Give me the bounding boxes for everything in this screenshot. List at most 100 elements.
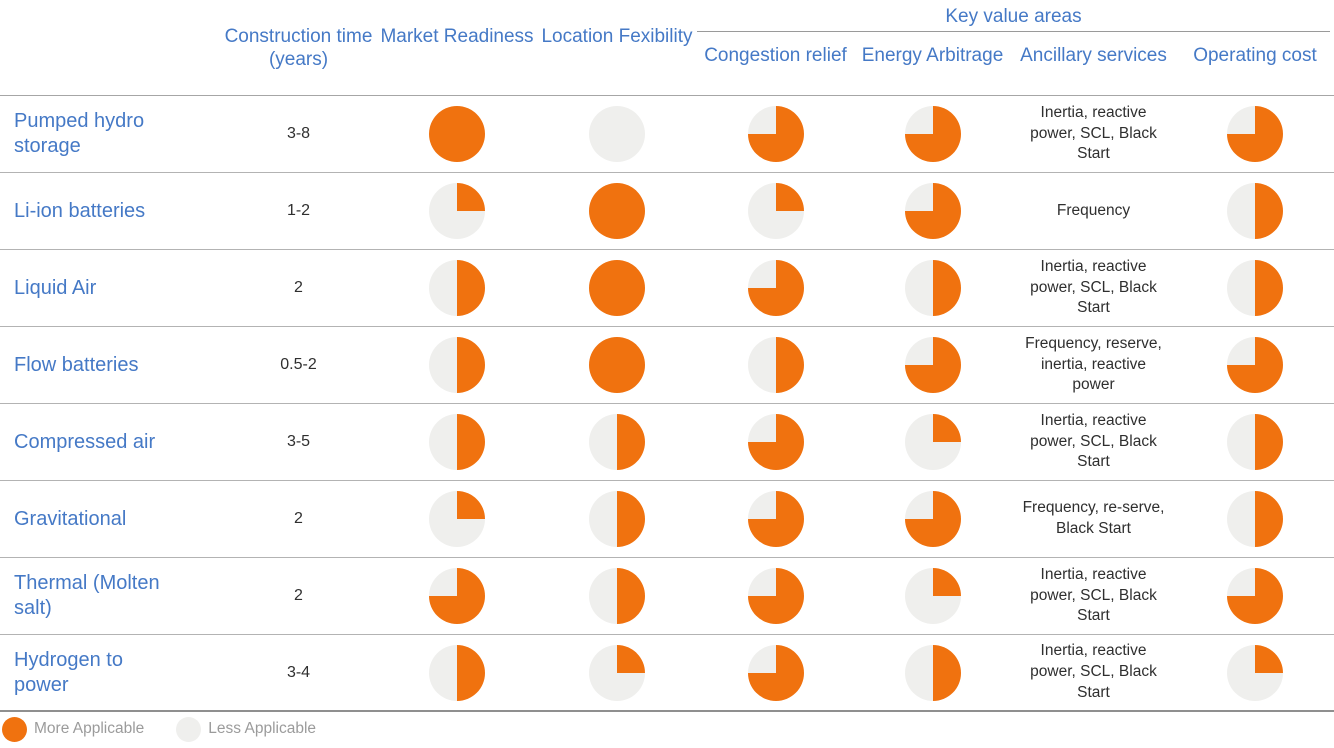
ancillary-services-value: Inertia, reactive power, SCL, Black Star… <box>1030 411 1157 471</box>
congestion-relief-cell <box>697 96 854 172</box>
congestion-relief-pie <box>747 260 804 316</box>
location-flexibility-cell <box>537 96 697 172</box>
energy-arbitrage-cell <box>854 404 1011 480</box>
energy-arbitrage-cell <box>854 327 1011 403</box>
technology-label: Liquid Air <box>14 276 97 299</box>
key-value-areas-label: Key value areas <box>945 6 1082 27</box>
construction-time-value: 2 <box>294 587 303 604</box>
energy-arbitrage-cell <box>854 558 1011 634</box>
energy-arbitrage-cell <box>854 481 1011 557</box>
operating-cost-cell <box>1176 250 1334 326</box>
construction-time-value: 0.5-2 <box>280 356 317 373</box>
market-readiness-cell <box>377 250 537 326</box>
energy-arbitrage-pie <box>904 414 961 470</box>
operating-cost-pie <box>1227 568 1283 624</box>
location-flexibility-pie <box>589 414 645 470</box>
column-header-congestion-relief: Congestion relief <box>704 45 847 66</box>
market-readiness-cell <box>377 558 537 634</box>
energy-arbitrage-pie <box>904 260 961 316</box>
location-flexibility-cell <box>537 327 697 403</box>
construction-time-value: 3-5 <box>286 433 311 450</box>
market-readiness-pie <box>429 183 485 239</box>
operating-cost-pie <box>1227 414 1283 470</box>
market-readiness-cell <box>377 404 537 480</box>
location-flexibility-pie <box>589 183 645 239</box>
more-applicable-icon <box>2 716 27 742</box>
operating-cost-cell <box>1176 558 1334 634</box>
location-flexibility-cell <box>537 481 697 557</box>
legend: More Applicable Less Applicable <box>0 712 1334 746</box>
column-header-construction-time: Construction time (years) <box>224 26 373 71</box>
energy-arbitrage-cell <box>854 96 1011 172</box>
energy-arbitrage-pie <box>904 337 961 393</box>
table-row: Thermal (Molten salt) 2 Inertia, reactiv… <box>0 558 1334 635</box>
congestion-relief-cell <box>697 250 854 326</box>
location-flexibility-pie <box>589 644 645 701</box>
table-header: Key value areas Construction time (years… <box>0 0 1334 96</box>
operating-cost-pie <box>1227 260 1283 316</box>
energy-arbitrage-cell <box>854 635 1011 710</box>
operating-cost-pie <box>1227 644 1283 701</box>
market-readiness-cell <box>377 173 537 249</box>
operating-cost-pie <box>1227 106 1283 162</box>
energy-arbitrage-pie <box>904 491 961 547</box>
location-flexibility-pie <box>589 491 645 547</box>
key-value-areas-group-header: Key value areas <box>697 6 1330 32</box>
market-readiness-cell <box>377 96 537 172</box>
table-row: Flow batteries 0.5-2 Frequency, reserve,… <box>0 327 1334 404</box>
congestion-relief-pie <box>747 414 804 470</box>
market-readiness-cell <box>377 635 537 710</box>
energy-arbitrage-pie <box>904 568 961 624</box>
energy-arbitrage-pie <box>904 183 961 239</box>
column-header-operating-cost: Operating cost <box>1193 45 1317 66</box>
construction-time-value: 1-2 <box>286 202 311 219</box>
construction-time-value: 3-4 <box>286 663 311 681</box>
operating-cost-cell <box>1176 404 1334 480</box>
market-readiness-pie <box>429 568 485 624</box>
table-row: Liquid Air 2 Inertia, reactive power, SC… <box>0 250 1334 327</box>
congestion-relief-cell <box>697 173 854 249</box>
location-flexibility-pie <box>589 106 645 162</box>
table-row: Gravitational 2 Frequency, re-serve, Bla… <box>0 481 1334 558</box>
congestion-relief-cell <box>697 404 854 480</box>
ancillary-services-value: Inertia, reactive power, SCL, Black Star… <box>1030 565 1157 625</box>
less-applicable-icon <box>176 716 202 742</box>
ancillary-services-value: Inertia, reactive power, SCL, Black Star… <box>1030 103 1157 163</box>
construction-time-value: 2 <box>294 279 303 296</box>
market-readiness-cell <box>377 327 537 403</box>
operating-cost-cell <box>1176 96 1334 172</box>
congestion-relief-cell <box>697 481 854 557</box>
table-row: Compressed air 3-5 Inertia, reactive pow… <box>0 404 1334 481</box>
location-flexibility-cell <box>537 404 697 480</box>
location-flexibility-cell <box>537 173 697 249</box>
column-header-market-readiness: Market Readiness <box>380 26 534 47</box>
congestion-relief-cell <box>697 558 854 634</box>
congestion-relief-pie <box>747 106 804 162</box>
operating-cost-pie <box>1227 337 1283 393</box>
table-body: Pumped hydro storage 3-8 Inertia, reacti… <box>0 96 1334 712</box>
congestion-relief-pie <box>747 337 804 393</box>
more-applicable-label: More Applicable <box>34 720 145 737</box>
column-header-energy-arbitrage: Energy Arbitrage <box>861 45 1004 66</box>
table-row: Pumped hydro storage 3-8 Inertia, reacti… <box>0 96 1334 173</box>
technology-label: Gravitational <box>14 507 127 530</box>
energy-arbitrage-pie <box>904 106 961 162</box>
column-header-location-flexibility: Location Fexibility <box>541 26 693 47</box>
technology-label: Thermal (Molten salt) <box>14 572 160 619</box>
table-row: Li-ion batteries 1-2 Frequency <box>0 173 1334 250</box>
market-readiness-pie <box>429 260 485 316</box>
location-flexibility-pie <box>589 337 645 393</box>
market-readiness-pie <box>429 414 485 470</box>
technology-column-spacer <box>0 0 220 71</box>
operating-cost-pie <box>1227 183 1283 239</box>
ancillary-services-value: Frequency, reserve, inertia, reactive po… <box>1025 334 1162 394</box>
construction-time-value: 2 <box>294 510 303 527</box>
operating-cost-cell <box>1176 481 1334 557</box>
congestion-relief-pie <box>747 644 804 701</box>
location-flexibility-cell <box>537 558 697 634</box>
column-header-ancillary-services: Ancillary services <box>1020 45 1167 66</box>
ancillary-services-value: Frequency, re-serve, Black Start <box>1022 499 1165 537</box>
market-readiness-cell <box>377 481 537 557</box>
location-flexibility-pie <box>589 260 645 316</box>
